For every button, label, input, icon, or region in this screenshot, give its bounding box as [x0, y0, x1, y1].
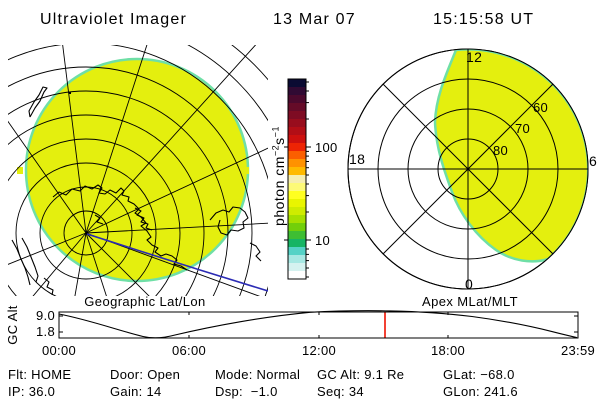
colorbar-swatch	[288, 119, 306, 128]
strip-chart-axis-ticks	[59, 312, 578, 338]
mlat-ring-label-60: 60	[533, 100, 548, 115]
unit-exponent: −2	[270, 144, 281, 157]
apex-panel-caption: Apex MLat/MLT	[422, 294, 518, 309]
unit-prefix: photon cm	[271, 156, 288, 226]
coastline-antarctica	[52, 184, 188, 271]
colorbar-swatch	[288, 135, 306, 144]
xtick-1200: 12:00	[302, 343, 336, 358]
colorbar-swatch	[288, 239, 306, 248]
coastline-australia	[209, 206, 249, 236]
colorbar-swatch	[288, 215, 306, 224]
ytick-9: 9.0	[36, 308, 55, 323]
status-readout: Flt: HOME Door: Open Mode: Normal GC Alt…	[8, 367, 518, 399]
gc-alt-strip-chart: 9.0 1.8 GC Alt 00:00 06:00 12:00 18:00 2…	[5, 305, 595, 358]
image-limb-pixel	[17, 167, 23, 174]
mlt-label-6: 6	[589, 153, 597, 169]
coastline-ice-shelf	[134, 207, 153, 231]
colorbar-unit-label: photon cm−2s−1	[270, 94, 288, 259]
status-gc-alt: GC Alt: 9.1 Re	[317, 367, 404, 382]
xtick-0000: 00:00	[42, 343, 76, 358]
mlt-label-12: 12	[466, 49, 482, 65]
status-glat: GLat: −68.0	[443, 367, 515, 382]
colorbar-swatch	[288, 223, 306, 232]
colorbar-swatches	[288, 79, 306, 280]
satellite-track	[86, 233, 268, 292]
colorbar-swatch	[288, 247, 306, 256]
coastline-detail	[94, 214, 104, 225]
dial-grid	[347, 48, 589, 290]
mlat-ring-label-80: 80	[493, 143, 508, 158]
ytick-1-8: 1.8	[36, 324, 55, 339]
status-seq: Seq: 34	[317, 384, 364, 399]
colorbar-swatch	[288, 167, 306, 176]
coastlines	[11, 86, 262, 296]
time-label: 15:15:58 UT	[433, 11, 534, 28]
colorbar-swatch	[288, 127, 306, 136]
colorbar-swatch	[288, 143, 306, 152]
colorbar-swatch	[288, 79, 306, 88]
mlat-ring-label-70: 70	[515, 121, 530, 136]
colorbar-swatch	[288, 191, 306, 200]
unit-exponent: −1	[270, 126, 281, 138]
colorbar-swatch	[288, 87, 306, 96]
coastline-new-zealand	[28, 86, 48, 118]
apex-dial-panel: 12 18 6 0 80 70 60	[347, 48, 597, 292]
xtick-2359: 23:59	[561, 343, 595, 358]
colorbar: 100 10	[284, 78, 338, 280]
colorbar-swatch	[288, 175, 306, 184]
colorbar-swatch	[288, 183, 306, 192]
geographic-map-panel	[8, 45, 268, 296]
coastline-tasmania	[249, 242, 262, 262]
colorbar-ticks	[284, 81, 311, 278]
status-flt: Flt: HOME	[8, 367, 71, 382]
status-ip: IP: 36.0	[8, 384, 55, 399]
date-label: 13 Mar 07	[273, 11, 356, 28]
colorbar-swatch	[288, 199, 306, 208]
colorbar-tick-100: 100	[315, 140, 338, 155]
coastline-south-america-1	[11, 239, 31, 286]
strip-chart-ylabel: GC Alt	[5, 305, 20, 344]
coastline-islet	[69, 92, 71, 94]
image-limb-pixel	[243, 167, 249, 174]
colorbar-frame	[287, 78, 307, 280]
coastline-south-america-2	[21, 237, 39, 283]
colorbar-swatch	[288, 263, 306, 272]
colorbar-swatch	[288, 103, 306, 112]
coastline-detail-sw	[43, 277, 54, 296]
colorbar-tick-10: 10	[315, 233, 330, 248]
gc-alt-curve	[58, 310, 578, 339]
colorbar-swatch	[288, 231, 306, 240]
colorbar-swatch	[288, 159, 306, 168]
xtick-0600: 06:00	[172, 343, 206, 358]
geographic-grid	[8, 45, 268, 296]
strip-chart-frame	[58, 311, 579, 339]
colorbar-swatch	[288, 271, 306, 280]
colorbar-swatch	[288, 111, 306, 120]
unit-mid: s	[271, 137, 288, 145]
status-glon: GLon: 241.6	[443, 384, 518, 399]
app-title: Ultraviolet Imager	[40, 11, 187, 28]
status-gain: Gain: 14	[110, 384, 162, 399]
mlt-label-0: 0	[465, 276, 473, 292]
colorbar-swatch	[288, 207, 306, 216]
status-mode: Mode: Normal	[215, 367, 300, 382]
colorbar-swatch	[288, 95, 306, 104]
xtick-1800: 18:00	[431, 343, 465, 358]
uvi-image-disk	[24, 57, 250, 283]
status-door: Door: Open	[110, 367, 180, 382]
mlt-label-18: 18	[349, 151, 365, 167]
colorbar-swatch	[288, 255, 306, 264]
geographic-panel-caption: Geographic Lat/Lon	[84, 294, 205, 309]
colorbar-swatch	[288, 151, 306, 160]
status-dsp: Dsp: −1.0	[215, 384, 278, 399]
